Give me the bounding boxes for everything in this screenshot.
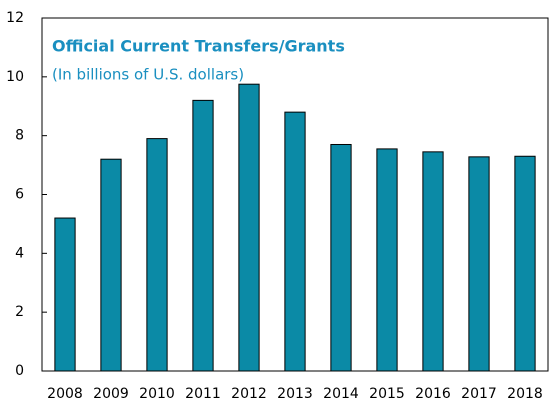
bar xyxy=(192,99,214,372)
chart-title: Official Current Transfers/Grants xyxy=(52,37,345,56)
x-tick-label: 2018 xyxy=(507,386,543,402)
x-tick-label: 2011 xyxy=(185,386,221,402)
x-tick-label: 2017 xyxy=(461,386,497,402)
x-tick-label: 2015 xyxy=(369,386,405,402)
y-tick-label: 4 xyxy=(15,245,24,261)
y-tick-label: 8 xyxy=(15,128,24,144)
bar xyxy=(330,143,352,372)
bar xyxy=(238,83,260,372)
bar xyxy=(468,156,490,372)
y-tick-label: 2 xyxy=(15,304,24,320)
x-tick-label: 2013 xyxy=(277,386,313,402)
bar xyxy=(100,158,122,372)
x-tick-label: 2010 xyxy=(139,386,175,402)
bar xyxy=(54,217,76,372)
x-tick-label: 2008 xyxy=(47,386,83,402)
y-tick-label: 0 xyxy=(15,363,24,379)
bar xyxy=(146,138,168,372)
y-tick-label: 10 xyxy=(6,69,24,85)
bar xyxy=(284,111,306,372)
x-tick-label: 2009 xyxy=(93,386,129,402)
bar xyxy=(376,148,398,372)
y-tick-label: 6 xyxy=(15,187,24,203)
x-tick-label: 2014 xyxy=(323,386,359,402)
x-tick-label: 2016 xyxy=(415,386,451,402)
bar xyxy=(514,155,536,372)
chart-subtitle: (In billions of U.S. dollars) xyxy=(52,66,244,84)
x-tick-label: 2012 xyxy=(231,386,267,402)
bar xyxy=(422,151,444,372)
y-tick-label: 12 xyxy=(6,10,24,26)
